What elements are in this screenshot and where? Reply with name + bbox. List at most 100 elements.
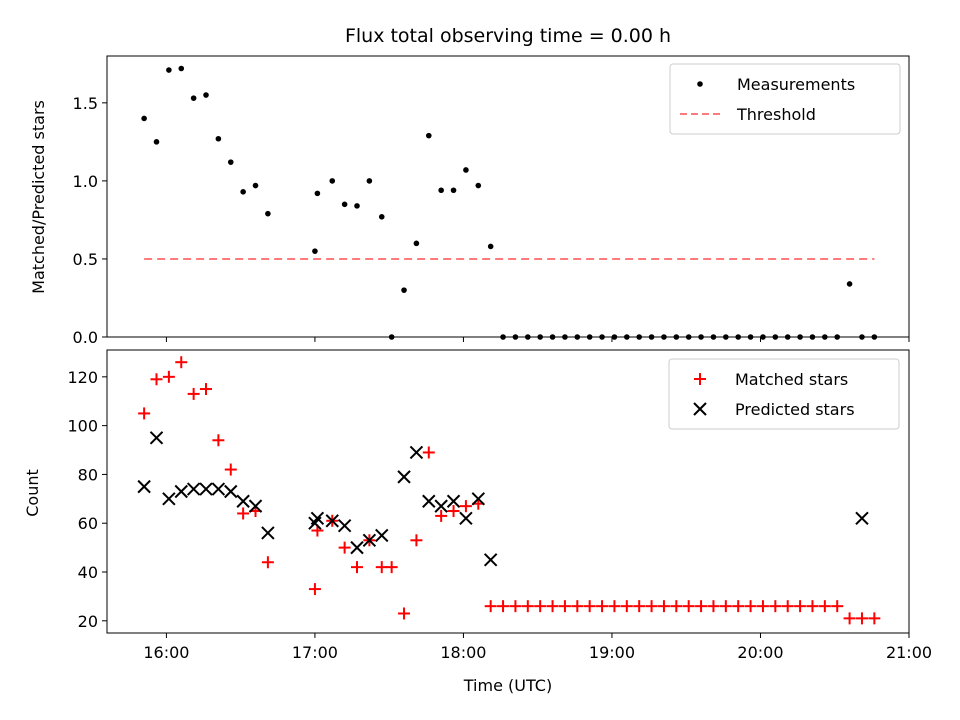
matched-star-point [435,509,448,522]
matched-star-point [670,600,683,613]
matched-star-point [150,373,163,386]
predicted-star-point [248,499,263,513]
matched-star-point [744,600,757,613]
predicted-star-point [350,540,364,555]
bottom-y-tick-label: 80 [78,465,98,484]
measurement-point [329,178,336,184]
measurement-point [685,334,692,340]
matched-star-point [447,505,460,518]
measurement-point [574,334,581,340]
measurement-point [190,95,197,101]
matched-star-point [608,600,621,613]
matched-star-point [351,561,364,574]
measurement-point [735,334,742,340]
measurement-point [760,334,766,340]
measurement-point [562,334,568,340]
matched-star-point [308,583,321,596]
measurement-point [624,334,630,340]
measurement-point [413,240,420,247]
measurement-point [710,334,717,340]
legend-predicted-label: Predicted stars [735,400,855,419]
measurement-point [871,334,878,340]
bottom-y-ticks: 20 40 60 80 100 120 [67,368,107,631]
bottom-legend-box [668,358,900,430]
measurement-point [599,334,605,340]
measurement-point [772,334,779,340]
top-y-ticks: 0.0 0.5 1.0 1.5 [73,94,107,347]
predicted-stars-points [137,431,869,567]
x-axis-label: Time (UTC) [463,676,552,695]
bottom-legend: Matched stars Predicted stars [668,358,900,430]
measurement-point [215,135,222,142]
matched-star-point [695,600,708,613]
predicted-star-point [261,526,275,540]
matched-star-point [509,600,522,613]
x-tick-label: 16:00 [143,643,189,662]
top-y-tick-label: 0.5 [73,250,98,269]
matched-star-point [855,612,868,625]
matched-star-point [843,612,856,625]
predicted-star-point [362,533,377,548]
measurement-point [797,334,803,340]
matched-star-point [781,600,794,613]
measurement-point [475,182,482,189]
matched-star-point [521,600,534,613]
matched-star-point [645,600,658,613]
matched-star-point [719,600,732,613]
measurement-point [723,334,729,340]
matched-star-point [534,600,547,613]
top-y-tick-label: 1.0 [73,172,98,191]
matched-star-point [237,507,250,520]
top-y-tick-label: 1.5 [73,94,98,113]
matched-star-point [459,500,472,513]
measurement-point [822,334,828,340]
legend-matched-label: Matched stars [735,370,848,389]
matched-star-point [583,600,596,613]
measurement-point [378,213,385,220]
predicted-star-point [459,511,473,526]
predicted-star-point [236,494,250,508]
matched-star-point [546,600,559,613]
matched-star-point [162,370,175,383]
matched-star-point [212,434,225,447]
measurement-point [265,210,271,217]
legend-measurements-marker [697,81,703,87]
predicted-star-point [137,479,151,494]
measurement-point [252,182,259,189]
bottom-y-tick-label: 100 [67,417,98,436]
matched-star-point [707,600,720,613]
measurement-point [747,334,754,340]
matched-star-point [831,600,844,613]
measurement-point [809,334,816,340]
measurement-point [450,187,457,194]
predicted-star-point [409,445,424,460]
predicted-star-point [199,482,213,496]
measurement-point [341,201,348,208]
matched-star-point [422,446,435,459]
predicted-star-point [446,494,461,508]
matched-star-point [596,600,609,613]
predicted-star-point [422,494,436,508]
matched-star-point [261,556,274,569]
matched-star-point [756,600,769,613]
bottom-y-tick-label: 20 [78,612,98,631]
matched-star-point [200,383,213,396]
predicted-star-point [855,511,869,526]
predicted-star-point [211,482,226,496]
predicted-star-point [337,518,352,533]
measurement-point [698,334,704,340]
predicted-star-point [375,528,389,543]
matched-star-point [175,356,188,369]
measurement-point [178,65,185,72]
top-legend: Measurements Threshold [669,63,901,135]
predicted-star-point [434,499,448,513]
x-tick-label: 19:00 [589,643,635,662]
measurement-point [648,334,655,340]
matched-star-point [633,600,646,613]
measurement-point [166,67,172,73]
predicted-star-point [325,514,339,528]
measurement-point [661,334,667,340]
measurement-point [312,248,318,254]
measurement-point [859,334,865,340]
